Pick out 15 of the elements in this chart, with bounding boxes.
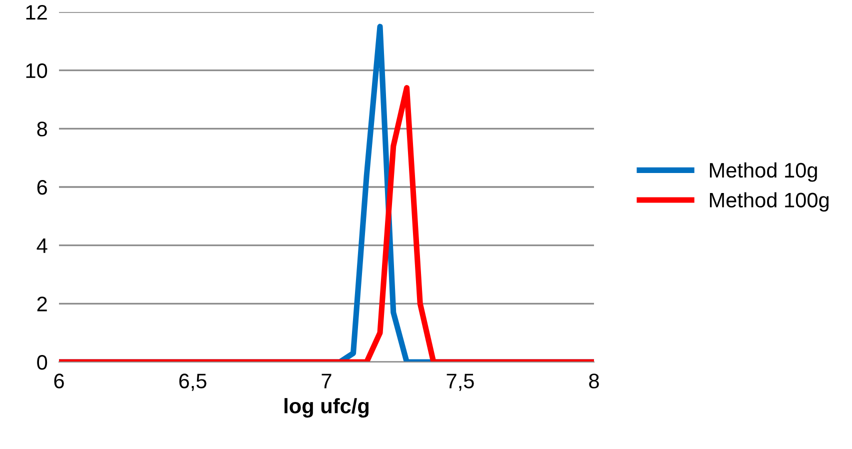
y-tick-label: 6 (37, 180, 47, 195)
x-tick-label: 7,5 (446, 374, 474, 391)
y-tick-label: 0 (37, 355, 48, 370)
x-tick-label: 7 (322, 374, 332, 388)
y-tick-label: 2 (37, 296, 47, 312)
legend-label: Method 100g (710, 192, 829, 212)
x-tick-label: 6,5 (179, 374, 206, 391)
y-tick-label: 10 (26, 63, 48, 78)
y-tick-label: 12 (26, 5, 47, 20)
x-tick-label: 8 (589, 374, 599, 388)
x-tick-label: 6 (54, 374, 64, 388)
x-axis-title: log ufc/g (284, 398, 369, 418)
y-tick-label: 4 (36, 238, 48, 253)
legend-label: Method 10g (710, 162, 817, 182)
y-tick-label: 8 (37, 122, 47, 136)
